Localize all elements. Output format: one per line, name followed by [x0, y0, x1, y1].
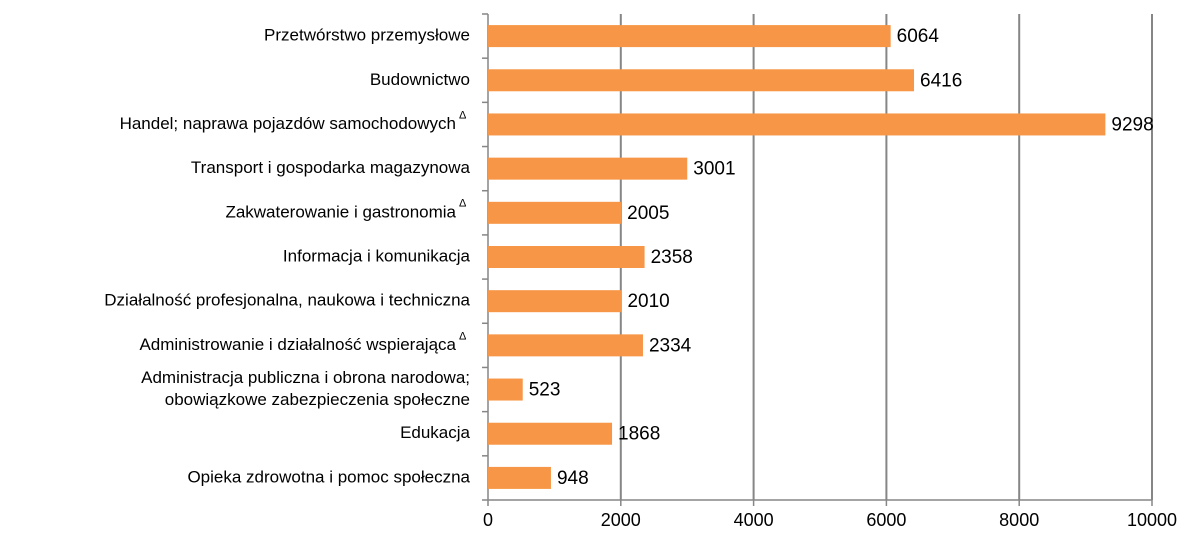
- y-tick-label: Transport i gospodarka magazynowa: [191, 158, 471, 177]
- x-tick-label: 8000: [999, 510, 1039, 530]
- y-tick-label: Edukacja: [400, 423, 470, 442]
- value-label: 2334: [649, 335, 692, 356]
- y-tick-label: Budownictwo: [370, 70, 470, 89]
- bar: [488, 201, 622, 224]
- y-tick-label: Działalność profesjonalna, naukowa i tec…: [104, 291, 470, 310]
- value-label: 6064: [897, 26, 940, 47]
- value-label: 2010: [627, 291, 669, 312]
- bar: [488, 113, 1106, 136]
- y-tick-label: Opieka zdrowotna i pomoc społeczna: [187, 467, 470, 486]
- value-label: 2005: [627, 203, 669, 224]
- x-tick-label: 2000: [601, 510, 641, 530]
- bar: [488, 246, 645, 268]
- x-tick-label: 6000: [866, 510, 906, 530]
- bar: [488, 334, 643, 357]
- bar: [488, 466, 551, 489]
- category-note: Δ: [459, 198, 467, 210]
- x-tick-label: 10000: [1127, 510, 1177, 530]
- value-label: 6416: [920, 70, 962, 91]
- bar: [488, 422, 613, 445]
- bar: [488, 157, 688, 180]
- category-note: Δ: [459, 109, 467, 121]
- y-tick-label: Administrowanie i działalność wspierając…: [139, 335, 456, 354]
- bar: [488, 290, 622, 313]
- y-tick-label: Zakwaterowanie i gastronomia: [225, 202, 456, 221]
- y-tick-label: Przetwórstwo przemysłowe: [264, 26, 470, 45]
- value-label: 523: [529, 380, 561, 401]
- y-tick-label: Informacja i komunikacja: [283, 246, 471, 265]
- value-label: 2358: [651, 247, 693, 268]
- value-label: 9298: [1111, 114, 1153, 135]
- x-tick-label: 0: [483, 510, 493, 530]
- value-label: 1868: [618, 424, 660, 445]
- bar: [488, 378, 523, 401]
- bar: [488, 25, 891, 48]
- value-label: 3001: [693, 159, 735, 180]
- y-tick-label: Administracja publiczna i obrona narodow…: [141, 368, 470, 387]
- y-tick-label: obowiązkowe zabezpieczenia społeczne: [165, 390, 470, 409]
- category-note: Δ: [459, 330, 467, 342]
- y-tick-label: Handel; naprawa pojazdów samochodowych: [120, 114, 456, 133]
- value-label: 948: [557, 468, 589, 489]
- bar: [488, 69, 915, 92]
- x-tick-label: 4000: [734, 510, 774, 530]
